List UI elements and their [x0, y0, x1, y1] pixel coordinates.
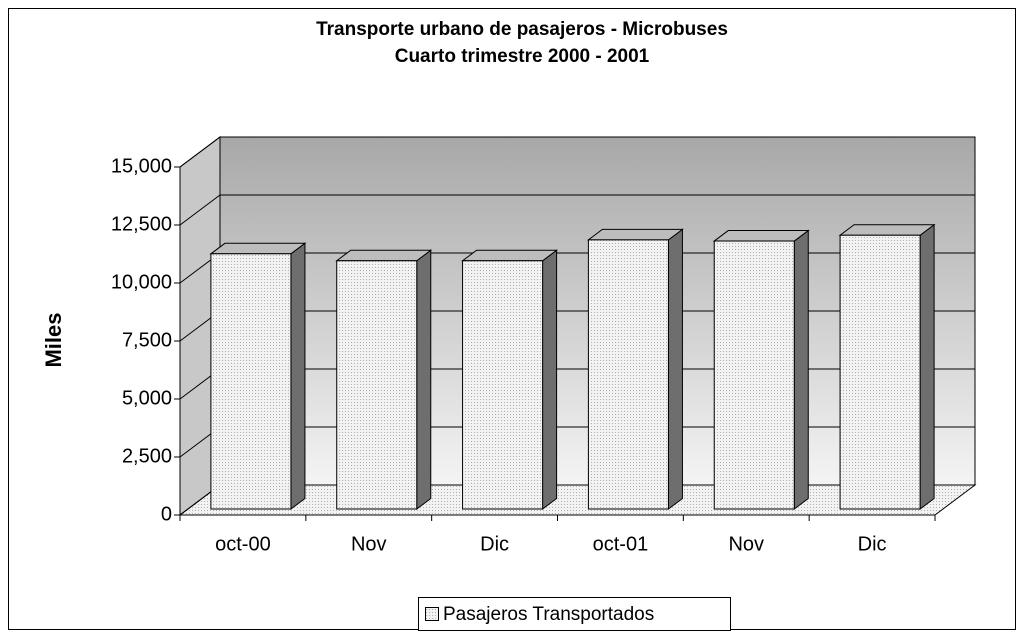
legend: Pasajeros Transportados	[418, 597, 731, 631]
bar	[839, 234, 921, 510]
y-tick-label: 0	[161, 503, 172, 525]
x-tick-label: oct-00	[215, 533, 271, 555]
bar	[462, 260, 544, 510]
grid-line	[179, 136, 975, 168]
bar	[587, 239, 669, 510]
bar-side	[416, 249, 432, 510]
chart-subtitle: Cuarto trimestre 2000 - 2001	[395, 46, 650, 67]
bar-side	[667, 228, 683, 510]
y-tick-label: 7,500	[122, 329, 172, 351]
bar-top	[838, 224, 936, 236]
y-tick-label: 12,500	[111, 213, 172, 235]
bar-top	[335, 249, 433, 262]
plot-area: 0 2,500 5,000 7,500 10,000 12,500 15,000 oct-00…	[111, 136, 977, 555]
y-tick-label: 2,500	[122, 445, 172, 467]
x-tick-label: oct-01	[593, 533, 649, 555]
grid-line	[179, 194, 975, 226]
x-tick-label: Dic	[858, 533, 887, 555]
x-tick-label: Nov	[351, 533, 387, 555]
legend-label: Pasajeros Transportados	[443, 604, 654, 625]
bar-side	[542, 249, 558, 510]
legend-swatch	[425, 607, 439, 621]
y-tick-label: 15,000	[111, 155, 172, 177]
bar-top	[461, 249, 559, 262]
y-axis-label: Miles	[41, 312, 66, 367]
legend-box	[418, 597, 731, 631]
bar-side	[919, 223, 935, 510]
y-tick-label: 5,000	[122, 387, 172, 409]
bar-top	[586, 228, 684, 241]
chart-title: Transporte urbano de pasajeros - Microbu…	[316, 19, 728, 40]
bar-side	[793, 229, 809, 510]
x-tick-label: Dic	[480, 533, 509, 555]
y-tick-label: 10,000	[111, 271, 172, 293]
bar-side	[290, 242, 306, 510]
bar	[336, 260, 418, 510]
bar	[210, 253, 292, 510]
bar-top	[209, 242, 307, 255]
x-tick-label: Nov	[728, 533, 764, 555]
bar-top	[712, 230, 810, 242]
bar	[713, 240, 795, 510]
